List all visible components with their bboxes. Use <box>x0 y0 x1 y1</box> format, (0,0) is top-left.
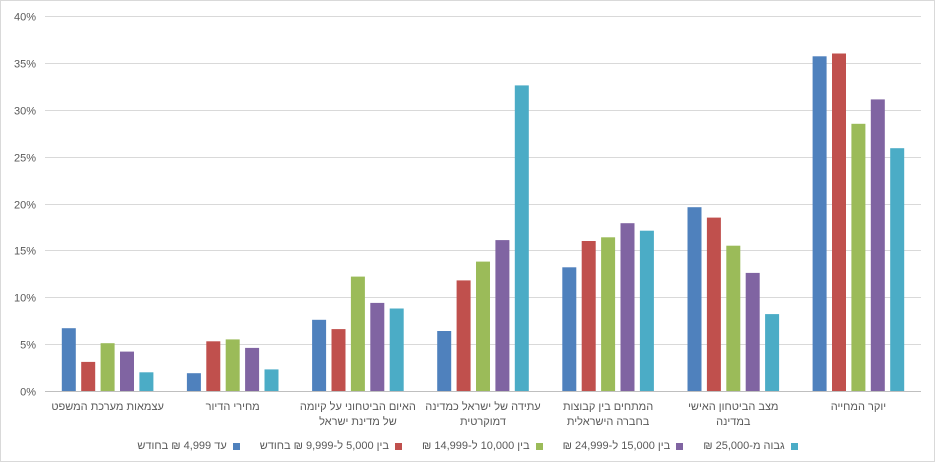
legend-label: בין 10,000 ל-14,999 ₪ <box>421 440 530 452</box>
y-tick-label: 25% <box>14 153 36 165</box>
y-tick-label: 20% <box>14 200 36 212</box>
bar <box>601 237 616 392</box>
y-tick-label: 5% <box>20 340 36 352</box>
category-label: עתידה של ישראל כמדינה דמוקרטית <box>425 400 540 428</box>
legend-label: גבוה מ-25,000 ₪ <box>703 440 785 452</box>
bar <box>264 369 279 391</box>
bar <box>706 217 721 391</box>
y-tick-label: 35% <box>14 59 36 71</box>
bar <box>81 361 96 391</box>
category-label: המתחים בין קבוצות בחברה הישראלית <box>563 401 653 428</box>
legend: עד 4,999 ₪ בחודש בין 5,000 ל-9,999 ₪ בחוד… <box>1 437 934 455</box>
legend-item: עד 4,999 ₪ בחודש <box>137 440 240 452</box>
legend-swatch <box>676 442 684 450</box>
legend-swatch <box>232 442 240 450</box>
bar <box>225 339 240 391</box>
legend-swatch <box>790 442 798 450</box>
legend-item: גבוה מ-25,000 ₪ <box>703 440 798 452</box>
bar <box>100 343 115 391</box>
bar <box>139 372 154 392</box>
bar <box>245 347 260 391</box>
bar <box>312 319 327 392</box>
bar <box>370 302 385 391</box>
bar <box>389 308 404 391</box>
bar <box>687 207 702 391</box>
bar <box>331 329 346 391</box>
bar <box>61 328 76 391</box>
legend-swatch <box>535 442 543 450</box>
y-tick-label: 40% <box>14 12 36 24</box>
y-tick-label: 0% <box>20 387 36 399</box>
legend-label: בין 15,000 ל-24,999 ₪ <box>562 440 671 452</box>
category-label: מצב הביטחון האישי במדינה <box>688 401 778 428</box>
y-tick-label: 30% <box>14 106 36 118</box>
legend-label: עד 4,999 ₪ בחודש <box>137 440 227 452</box>
legend-item: בין 10,000 ל-14,999 ₪ <box>422 440 543 452</box>
bar <box>870 99 885 392</box>
bar <box>832 53 846 391</box>
bar <box>620 223 635 391</box>
category-label: עצמאות מערכת המשפט <box>51 401 164 413</box>
bar <box>851 123 866 392</box>
bar <box>765 314 780 391</box>
bar <box>456 280 471 391</box>
bar <box>350 276 365 391</box>
bar <box>120 351 134 391</box>
bar <box>812 56 827 392</box>
bar <box>581 241 596 391</box>
bar <box>562 267 577 392</box>
legend-label: בין 5,000 ל-9,999 ₪ בחודש <box>259 440 389 452</box>
category-label: האיום הביטחוני על קיומה של מדינת ישראל <box>300 400 416 428</box>
bar <box>890 148 905 391</box>
legend-item: בין 5,000 ל-9,999 ₪ בחודש <box>260 440 402 452</box>
bar <box>437 331 452 391</box>
bar <box>495 240 510 391</box>
bar <box>206 341 221 391</box>
category-label: מחירי הדיור <box>206 401 260 413</box>
bar <box>745 272 760 391</box>
bar <box>726 245 741 391</box>
bar <box>476 261 490 391</box>
bar <box>639 230 654 391</box>
y-tick-label: 10% <box>14 293 36 305</box>
legend-swatch <box>394 442 402 450</box>
category-label: יוקר המחייה <box>831 401 886 413</box>
bar <box>514 85 529 392</box>
y-tick-label: 15% <box>14 246 36 258</box>
legend-item: בין 15,000 ל-24,999 ₪ <box>563 440 684 452</box>
bar <box>186 373 201 391</box>
